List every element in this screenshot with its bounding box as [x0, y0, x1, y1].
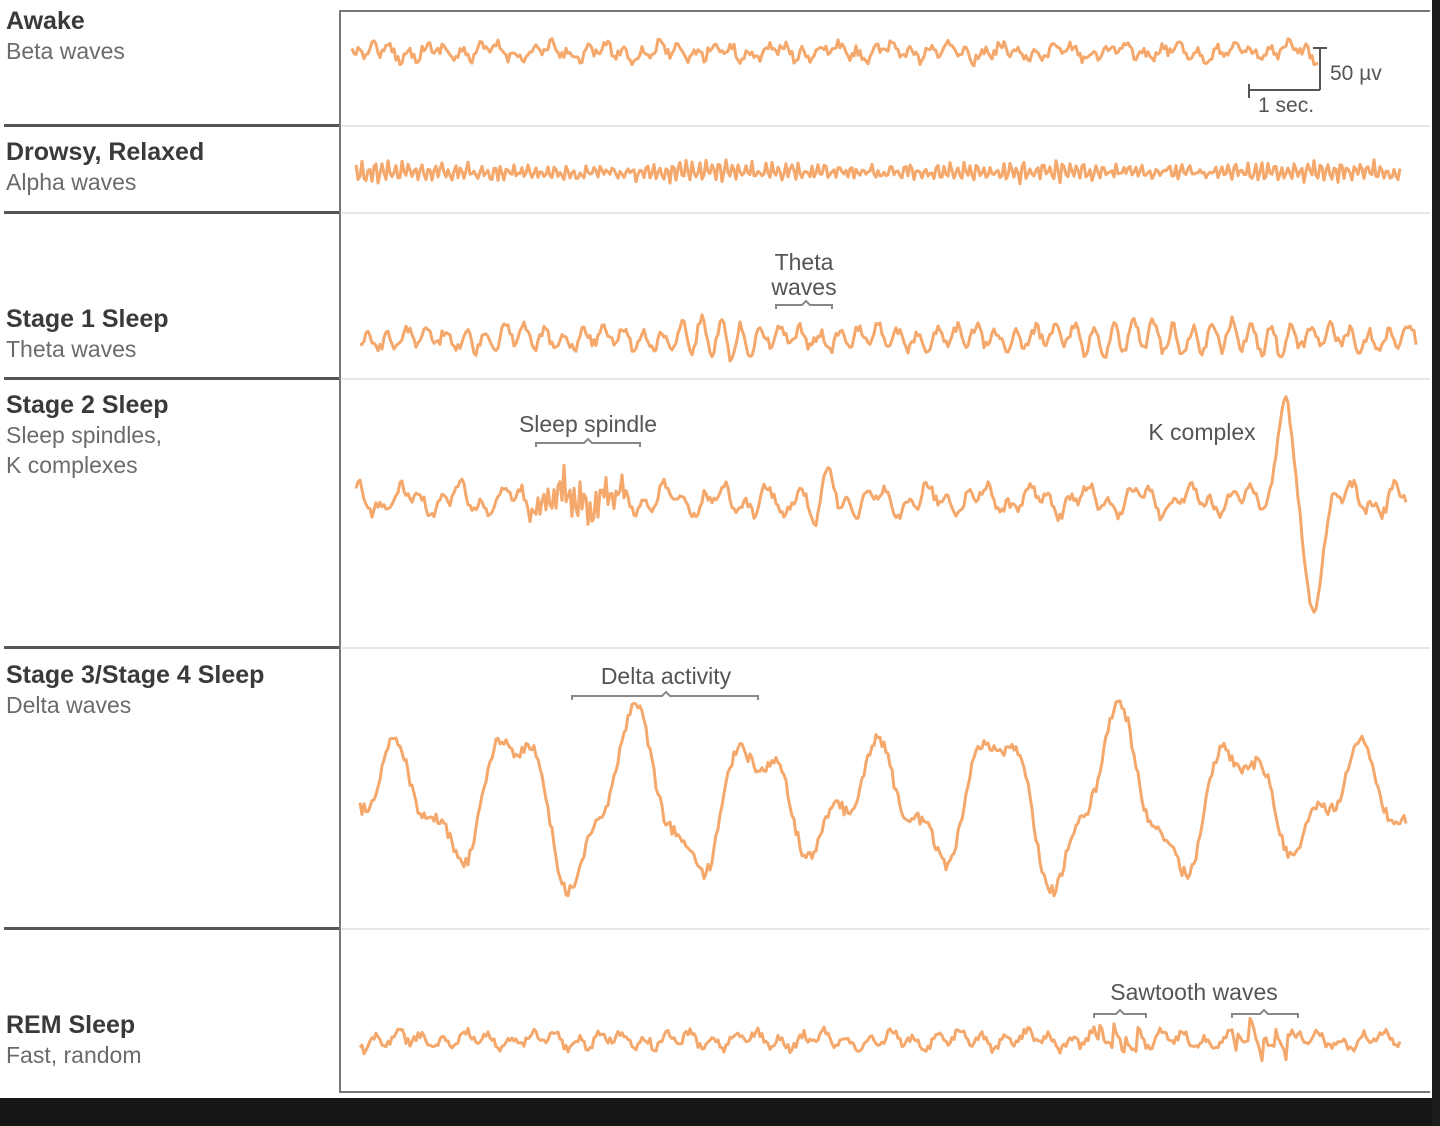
annotation-brackets: [535, 299, 1299, 1018]
panel-row-separator: [342, 125, 1430, 127]
eeg-figure: Awake Beta waves Drowsy, Relaxed Alpha w…: [0, 0, 1432, 1098]
stage-subtitle: Delta waves: [6, 692, 132, 718]
theta-waves-annotation: Theta waves: [740, 250, 868, 300]
wave-stage2-spindles: [354, 395, 1408, 614]
panel-row-separator: [342, 378, 1430, 380]
row-divider: [4, 927, 340, 930]
scale-amplitude-label: 50 µv: [1330, 62, 1382, 85]
stage-label-stage2: Stage 2 Sleep Sleep spindles, K complexe…: [6, 390, 169, 480]
stage-label-rem: REM Sleep Fast, random: [6, 1010, 142, 1070]
stage-label-stage1: Stage 1 Sleep Theta waves: [6, 304, 169, 364]
trace-panel: [339, 10, 1430, 1093]
stage-title: Drowsy, Relaxed: [6, 138, 205, 166]
panel-row-separator: [342, 212, 1430, 214]
eeg-traces: 50 µv 1 sec.: [350, 37, 1418, 1063]
wave-stage1-theta: [359, 313, 1418, 363]
wave-awake-beta: [350, 37, 1319, 68]
stage-title: REM Sleep: [6, 1011, 136, 1039]
stage-subtitle: Beta waves: [6, 38, 125, 64]
wave-stage34-delta: [358, 699, 1408, 898]
row-divider: [4, 211, 340, 214]
stage-subtitle-2: K complexes: [6, 452, 138, 478]
scale-bar: [1248, 47, 1327, 98]
stage-label-stage34: Stage 3/Stage 4 Sleep Delta waves: [6, 660, 264, 720]
sawtooth-waves-annotation: Sawtooth waves: [1110, 979, 1278, 1005]
sleep-spindle-annotation: Sleep spindle: [518, 411, 658, 437]
stage-title: Awake: [6, 7, 85, 35]
right-border: [1432, 0, 1440, 1126]
scale-time-label: 1 sec.: [1258, 94, 1314, 117]
stage-title: Stage 3/Stage 4 Sleep: [6, 661, 265, 689]
stage-title: Stage 1 Sleep: [6, 305, 169, 333]
stage-subtitle: Alpha waves: [6, 169, 137, 195]
stage-label-drowsy: Drowsy, Relaxed Alpha waves: [6, 137, 204, 197]
wave-rem: [358, 1016, 1402, 1063]
row-divider: [4, 646, 340, 649]
delta-activity-annotation: Delta activity: [600, 663, 732, 689]
stage-subtitle: Fast, random: [6, 1042, 142, 1068]
stage-subtitle: Theta waves: [6, 336, 137, 362]
bottom-border: [0, 1098, 1440, 1126]
stage-subtitle: Sleep spindles,: [6, 422, 162, 448]
panel-row-separator: [342, 647, 1430, 649]
stage-title: Stage 2 Sleep: [6, 391, 169, 419]
wave-drowsy-alpha: [354, 158, 1402, 186]
annotation-line: Theta: [774, 249, 834, 275]
row-divider: [4, 124, 340, 127]
stage-label-awake: Awake Beta waves: [6, 6, 125, 66]
annotation-line: waves: [771, 274, 837, 300]
row-divider: [4, 377, 340, 380]
k-complex-annotation: K complex: [1148, 419, 1256, 445]
panel-row-separator: [342, 928, 1430, 930]
